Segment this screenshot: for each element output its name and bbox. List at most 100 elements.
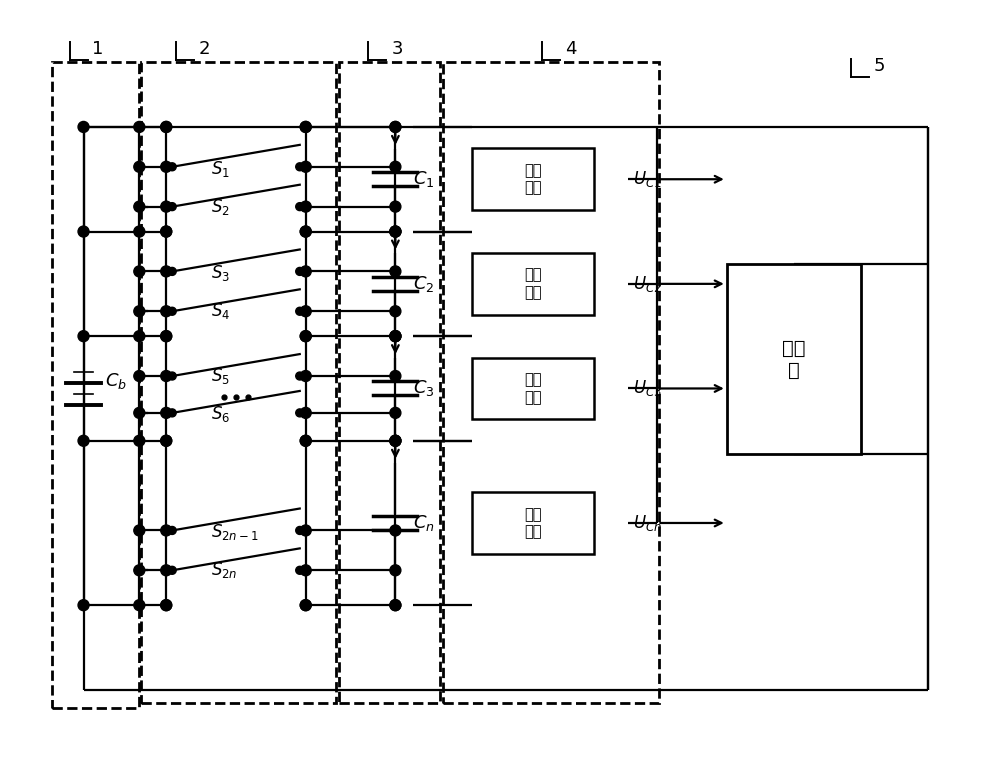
Bar [339, 62, 440, 703]
Circle shape [134, 226, 145, 237]
Text: $S_{2n}$: $S_{2n}$ [211, 560, 238, 581]
Bar [472, 148, 594, 210]
Circle shape [161, 266, 172, 277]
Circle shape [161, 122, 172, 132]
Circle shape [300, 331, 311, 342]
Circle shape [300, 435, 311, 446]
Circle shape [134, 565, 145, 576]
Circle shape [134, 201, 145, 212]
Circle shape [390, 371, 401, 381]
Circle shape [78, 226, 89, 237]
Circle shape [300, 371, 311, 381]
Circle shape [134, 266, 145, 277]
Circle shape [390, 331, 401, 342]
Bar [727, 264, 861, 454]
Circle shape [390, 266, 401, 277]
Circle shape [300, 122, 311, 132]
Circle shape [78, 435, 89, 446]
Circle shape [300, 226, 311, 237]
Text: $C_1$: $C_1$ [413, 169, 435, 189]
Circle shape [168, 307, 176, 315]
Bar [472, 253, 594, 315]
Circle shape [161, 565, 172, 576]
Text: $S_5$: $S_5$ [211, 367, 230, 387]
Circle shape [300, 407, 311, 419]
Circle shape [390, 161, 401, 172]
Circle shape [300, 435, 311, 446]
Text: $C_3$: $C_3$ [413, 378, 435, 399]
Circle shape [390, 435, 401, 446]
Circle shape [134, 407, 145, 419]
Circle shape [78, 331, 89, 342]
Text: $S_1$: $S_1$ [211, 159, 230, 179]
Circle shape [161, 161, 172, 172]
Circle shape [168, 566, 176, 575]
Circle shape [390, 600, 401, 610]
Circle shape [300, 226, 311, 237]
Circle shape [390, 600, 401, 610]
Circle shape [390, 331, 401, 342]
Text: 4: 4 [565, 40, 576, 58]
Circle shape [300, 565, 311, 576]
Bar [52, 62, 139, 708]
Text: $C_b$: $C_b$ [105, 371, 127, 391]
Text: 3: 3 [391, 40, 403, 58]
Circle shape [390, 435, 401, 446]
Circle shape [390, 435, 401, 446]
Circle shape [134, 122, 145, 132]
Circle shape [390, 226, 401, 237]
Circle shape [78, 600, 89, 610]
Circle shape [390, 201, 401, 212]
Circle shape [161, 122, 172, 132]
Circle shape [78, 122, 89, 132]
Circle shape [161, 600, 172, 610]
Circle shape [161, 600, 172, 610]
Circle shape [134, 306, 145, 317]
Circle shape [390, 226, 401, 237]
Circle shape [161, 226, 172, 237]
Circle shape [300, 600, 311, 610]
Circle shape [296, 202, 304, 211]
Circle shape [134, 161, 145, 172]
Circle shape [161, 435, 172, 446]
Circle shape [390, 407, 401, 419]
Text: $S_6$: $S_6$ [211, 404, 230, 425]
Circle shape [161, 331, 172, 342]
Circle shape [296, 163, 304, 170]
Text: 电压
测量: 电压 测量 [524, 163, 542, 196]
Text: $U_{C1}$: $U_{C1}$ [633, 169, 661, 189]
Circle shape [296, 267, 304, 275]
Circle shape [161, 331, 172, 342]
Circle shape [390, 122, 401, 132]
Text: $S_{2n-1}$: $S_{2n-1}$ [211, 522, 259, 543]
Circle shape [161, 407, 172, 419]
Text: $C_n$: $C_n$ [413, 513, 435, 533]
Circle shape [134, 331, 145, 342]
Circle shape [390, 331, 401, 342]
Circle shape [161, 371, 172, 381]
Circle shape [134, 525, 145, 536]
Circle shape [390, 226, 401, 237]
Text: $U_{C3}$: $U_{C3}$ [633, 378, 661, 399]
Circle shape [300, 331, 311, 342]
Circle shape [390, 122, 401, 132]
Circle shape [300, 161, 311, 172]
Circle shape [168, 527, 176, 534]
Bar [472, 358, 594, 419]
Circle shape [161, 525, 172, 536]
Text: $C_2$: $C_2$ [413, 274, 435, 294]
Circle shape [300, 525, 311, 536]
Circle shape [296, 566, 304, 575]
Circle shape [168, 372, 176, 380]
Circle shape [168, 267, 176, 275]
Circle shape [161, 226, 172, 237]
Text: 2: 2 [199, 40, 211, 58]
Circle shape [300, 600, 311, 610]
Text: $S_4$: $S_4$ [211, 301, 230, 321]
Bar [443, 62, 659, 703]
Text: $U_{Cn}$: $U_{Cn}$ [633, 513, 661, 533]
Text: 1: 1 [92, 40, 104, 58]
Circle shape [134, 435, 145, 446]
Circle shape [134, 371, 145, 381]
Circle shape [296, 372, 304, 380]
